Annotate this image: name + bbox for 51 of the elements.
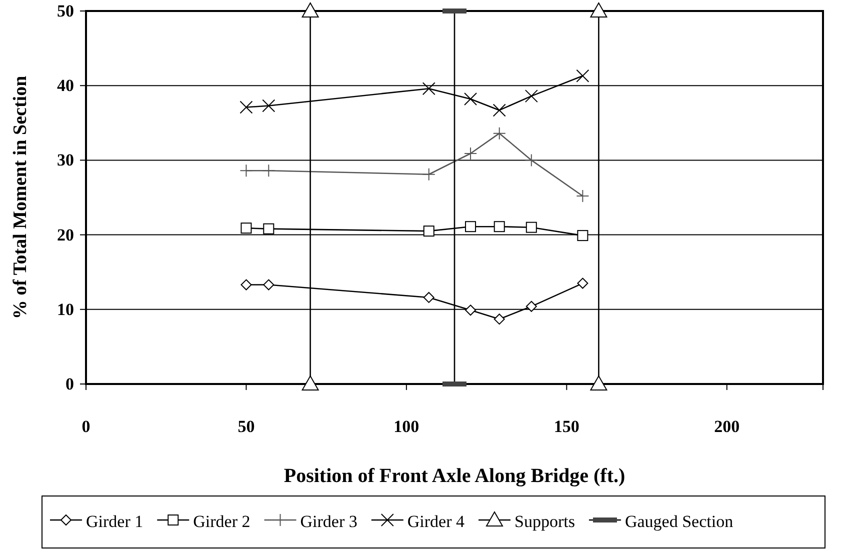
point bbox=[262, 164, 276, 178]
point bbox=[492, 104, 506, 117]
point bbox=[302, 376, 319, 390]
y-tick-label: 40 bbox=[57, 76, 74, 96]
point bbox=[576, 69, 590, 82]
point bbox=[240, 279, 252, 290]
point bbox=[423, 292, 434, 303]
point bbox=[494, 221, 505, 232]
point bbox=[492, 126, 506, 140]
point bbox=[302, 2, 319, 18]
point bbox=[240, 100, 253, 114]
legend-label: Gauged Section bbox=[624, 512, 734, 531]
point bbox=[240, 164, 253, 178]
point bbox=[590, 376, 608, 390]
y-axis-title: % of Total Moment in Section bbox=[10, 75, 31, 320]
y-tick-label: 10 bbox=[57, 300, 74, 319]
y-tick-label: 0 bbox=[66, 374, 74, 394]
legend-label: Girder 1 bbox=[86, 512, 144, 531]
point bbox=[263, 279, 274, 290]
x-axis-title: Position of Front Axle Along Bridge (ft.) bbox=[284, 465, 626, 487]
point bbox=[465, 221, 476, 232]
point bbox=[262, 99, 276, 112]
x-tick-label: 0 bbox=[82, 417, 90, 436]
legend-label: Supports bbox=[514, 512, 575, 531]
legend-label: Girder 2 bbox=[193, 512, 250, 531]
y-tick-label: 30 bbox=[57, 150, 74, 170]
x-tick-label: 200 bbox=[714, 417, 740, 436]
y-tick-label: 50 bbox=[57, 1, 74, 20]
point bbox=[422, 82, 436, 96]
point bbox=[524, 154, 538, 167]
point bbox=[263, 223, 274, 234]
y-tick-label: 20 bbox=[57, 225, 74, 244]
legend-label: Girder 3 bbox=[300, 512, 358, 531]
x-tick-label: 100 bbox=[394, 417, 420, 436]
point bbox=[526, 300, 537, 312]
point bbox=[464, 92, 478, 106]
point bbox=[465, 304, 476, 316]
point bbox=[577, 278, 588, 289]
point bbox=[423, 226, 434, 237]
point bbox=[524, 90, 538, 103]
point bbox=[422, 168, 436, 181]
x-tick-label: 150 bbox=[554, 417, 580, 436]
legend-label: Girder 4 bbox=[407, 512, 465, 531]
point bbox=[240, 222, 252, 234]
point bbox=[494, 314, 505, 325]
point bbox=[526, 222, 537, 233]
point bbox=[577, 230, 588, 242]
point bbox=[590, 2, 608, 18]
point bbox=[576, 190, 590, 203]
point bbox=[464, 146, 478, 160]
x-tick-label: 50 bbox=[238, 417, 255, 436]
